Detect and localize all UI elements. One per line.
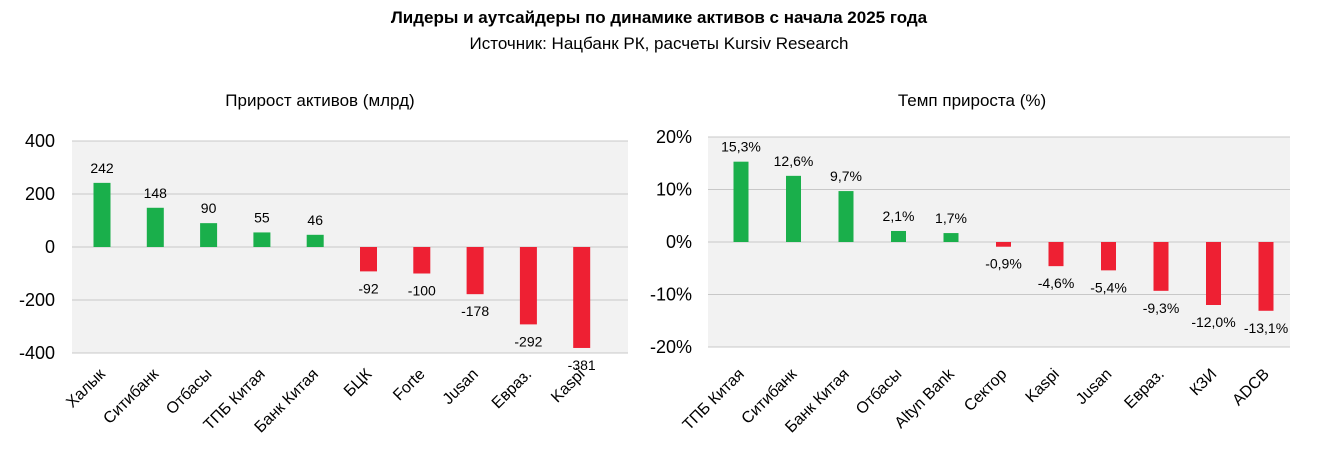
- data-label: -100: [408, 283, 436, 299]
- y-tick-label: -200: [19, 290, 55, 310]
- category-label: Отбасы: [853, 366, 905, 418]
- bar: [93, 182, 111, 247]
- category-label: ТПБ Китая: [680, 366, 748, 434]
- panel-title-1: Прирост активов (млрд): [225, 91, 414, 110]
- bar: [1153, 242, 1169, 291]
- data-label: 9,7%: [830, 168, 862, 184]
- y-tick-label: 0: [45, 237, 55, 257]
- data-label: 1,7%: [935, 210, 967, 226]
- bar: [466, 247, 484, 295]
- category-label: Евраз.: [1121, 366, 1167, 412]
- data-label: 2,1%: [883, 208, 915, 224]
- category-label: Отбасы: [163, 366, 215, 418]
- data-label: -92: [358, 280, 378, 296]
- y-tick-label: 400: [25, 131, 55, 151]
- bar: [1101, 242, 1116, 271]
- category-label: БЦК: [341, 365, 376, 400]
- data-label: -9,3%: [1143, 300, 1180, 316]
- data-label: -381: [568, 357, 596, 373]
- bar: [253, 232, 271, 247]
- category-label: Forte: [390, 366, 428, 404]
- bar: [360, 247, 377, 272]
- bar: [1206, 242, 1221, 305]
- category-label: Евраз.: [489, 366, 535, 412]
- category-label: Халык: [63, 365, 109, 411]
- category-label: Kaspi: [1023, 366, 1063, 406]
- bar: [200, 223, 218, 247]
- data-label: -292: [514, 333, 542, 349]
- data-label: -12,0%: [1191, 314, 1235, 330]
- bar: [838, 191, 854, 242]
- bar: [786, 175, 801, 242]
- bar: [519, 247, 537, 325]
- data-label: 15,3%: [721, 139, 761, 155]
- y-tick-label: 20%: [656, 127, 692, 147]
- panel-title-2: Темп прироста (%): [898, 91, 1046, 110]
- data-label: -5,4%: [1090, 279, 1127, 295]
- bar: [943, 233, 959, 242]
- data-label: 46: [307, 212, 323, 228]
- data-label: -13,1%: [1244, 320, 1288, 336]
- bar: [146, 207, 164, 247]
- category-label: Сектор: [961, 366, 1010, 415]
- data-label: -4,6%: [1038, 275, 1075, 291]
- data-label: 55: [254, 209, 270, 225]
- data-label: 12,6%: [774, 153, 814, 169]
- category-label: Jusan: [1073, 366, 1115, 408]
- y-tick-label: -400: [19, 343, 55, 363]
- category-label: Ситибанк: [100, 365, 162, 427]
- category-label: Jusan: [440, 366, 482, 408]
- category-label: ADCB: [1229, 366, 1272, 409]
- y-tick-label: 200: [25, 184, 55, 204]
- y-tick-label: 0%: [666, 232, 692, 252]
- chart-subtitle: Источник: Нацбанк РК, расчеты Kursiv Res…: [469, 34, 849, 53]
- bar: [1048, 242, 1064, 267]
- y-tick-label: -20%: [650, 337, 692, 357]
- data-label: 242: [90, 160, 114, 176]
- bar: [891, 230, 906, 242]
- bar: [1258, 242, 1274, 311]
- bar: [733, 161, 749, 242]
- category-label: КЗИ: [1187, 366, 1220, 399]
- chart-title: Лидеры и аутсайдеры по динамике активов …: [390, 8, 928, 27]
- data-label: 148: [144, 185, 168, 201]
- bar: [413, 247, 431, 274]
- data-label: -178: [461, 303, 489, 319]
- bar: [996, 242, 1011, 247]
- bar: [306, 234, 324, 247]
- data-label: -0,9%: [985, 256, 1022, 272]
- data-label: 90: [201, 200, 217, 216]
- y-tick-label: -10%: [650, 285, 692, 305]
- y-tick-label: 10%: [656, 180, 692, 200]
- bar: [573, 247, 591, 348]
